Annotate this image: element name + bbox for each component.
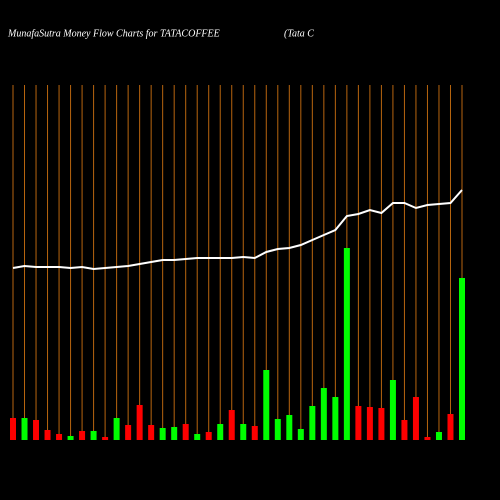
bar [309,406,316,440]
chart-subtitle: (Tata C [284,28,314,39]
bar [148,425,155,440]
bar [447,414,454,440]
bar [401,420,408,440]
bar [136,405,143,440]
bar [90,431,97,440]
bar [378,408,385,440]
bar [343,248,350,440]
bar [113,418,120,440]
bar [217,424,224,440]
bar [355,406,362,440]
bar [263,370,270,440]
bar [240,424,247,440]
bar [102,437,109,440]
bar [125,425,132,440]
bar [194,434,201,440]
bar [205,432,212,440]
bar [44,430,51,440]
bar [320,388,327,440]
bar [10,418,16,440]
bar [67,436,74,440]
bar [171,427,178,440]
bar [297,429,304,440]
bar [251,426,258,440]
bar [21,418,28,440]
money-flow-line [12,189,463,271]
bar [366,407,373,440]
bar [412,397,419,440]
bar [56,434,63,440]
bar [389,380,396,440]
bar [228,410,235,440]
bar [424,437,431,440]
bar [182,424,189,440]
bar [332,397,339,440]
bar [459,278,465,440]
bar [79,431,86,440]
chart-title: MunafaSutra Money Flow Charts for TATACO… [7,28,220,39]
bar [286,415,293,440]
bar [33,420,40,440]
bar [159,428,166,440]
bar [435,432,442,440]
bar [274,419,281,440]
